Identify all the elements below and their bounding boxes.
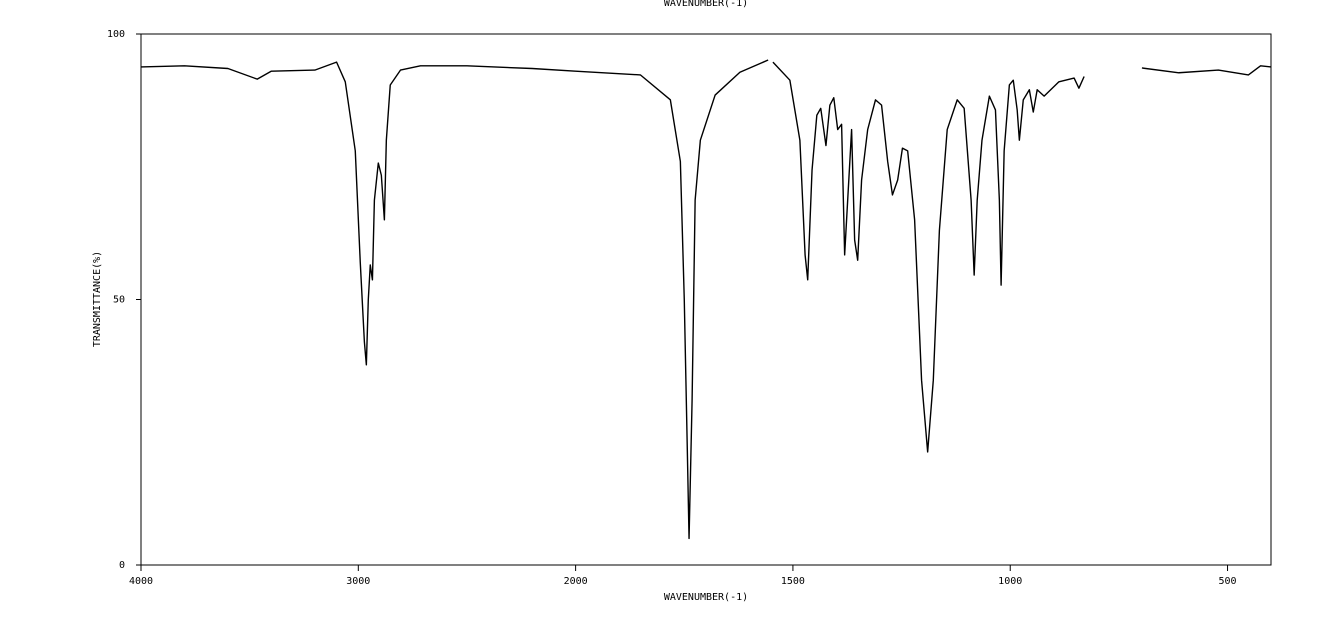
y-axis-label: TRANSMITTANCE(%) [92,251,103,347]
x-tick-label: 1500 [781,576,805,587]
y-tick-label: 100 [107,29,125,40]
x-tick-label: 4000 [129,576,153,587]
x-tick-label: 2000 [564,576,588,587]
plot-frame [140,33,1272,566]
x-tick-label: 3000 [346,576,370,587]
spectrum-line [140,59,1272,540]
y-tick-label: 50 [113,295,125,306]
x-tick-label: 500 [1219,576,1237,587]
y-tick-label: 0 [119,560,125,571]
chart-title: WAVENUMBER(-1) [664,0,748,9]
x-axis-label: WAVENUMBER(-1) [664,592,748,603]
x-tick-label: 1000 [998,576,1022,587]
